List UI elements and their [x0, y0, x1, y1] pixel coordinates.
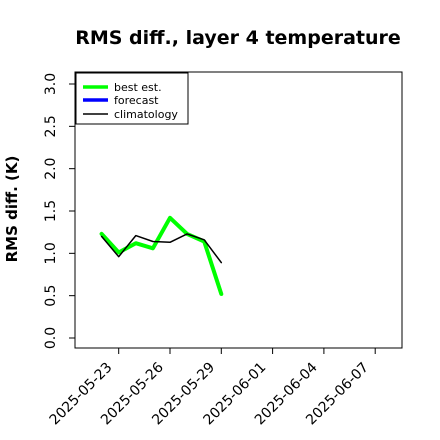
- y-tick-label: 0.0: [43, 327, 59, 349]
- y-tick-label: 2.5: [43, 115, 59, 137]
- y-tick-label: 0.5: [43, 285, 59, 307]
- plot-area-frame: [74, 71, 403, 349]
- y-tick-label: 1.5: [43, 200, 59, 222]
- y-axis: 0.0 0.5 1.0 1.5 2.0 2.5 3.0: [43, 73, 75, 349]
- y-tick-label: 3.0: [43, 73, 59, 95]
- legend-label-best-est: best est.: [114, 81, 162, 94]
- y-tick-label: 1.0: [43, 242, 59, 264]
- series-line-climatology: [100, 233, 223, 264]
- series-line-best-est-: [99, 215, 224, 296]
- legend-label-forecast: forecast: [114, 94, 159, 107]
- legend: best est. forecast climatology: [75, 72, 189, 125]
- y-axis-label: RMS diff. (K): [3, 156, 21, 263]
- legend-label-climatology: climatology: [114, 108, 178, 121]
- chart-title: RMS diff., layer 4 temperature: [75, 27, 401, 49]
- series-layer: [99, 215, 224, 296]
- x-axis: 2025-05-232025-05-262025-05-292025-06-01…: [47, 348, 376, 428]
- y-tick-label: 2.0: [43, 158, 59, 180]
